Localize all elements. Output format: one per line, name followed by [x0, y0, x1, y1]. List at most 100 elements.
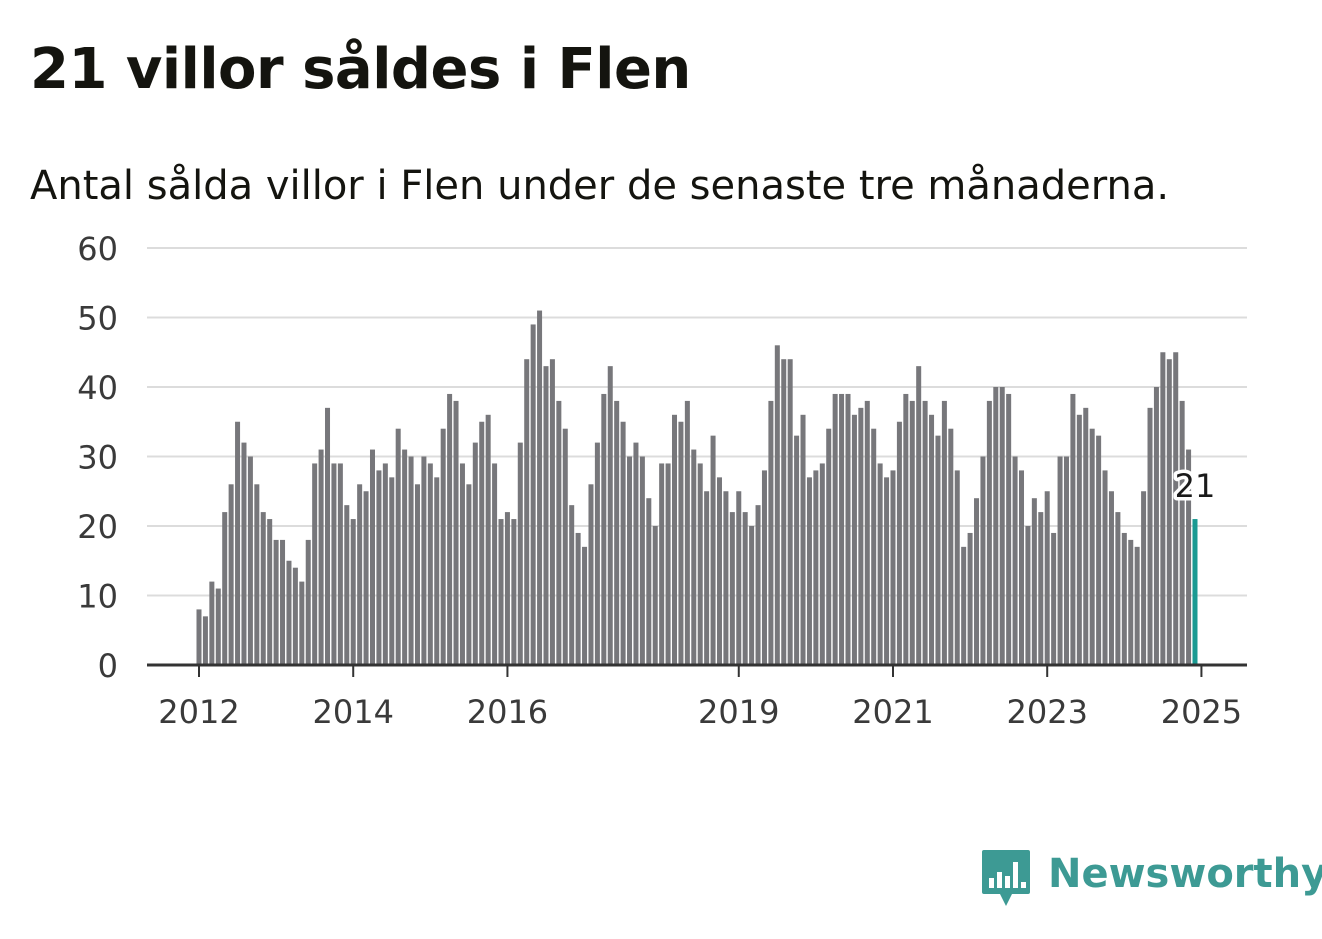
bar [749, 526, 755, 665]
bar [247, 456, 253, 665]
bar [421, 456, 427, 665]
highlighted-bar [1192, 519, 1198, 665]
y-tick-label: 20 [77, 508, 118, 546]
bar [357, 484, 363, 665]
bar [633, 442, 639, 665]
bar [1115, 512, 1121, 665]
bar [344, 505, 350, 665]
bar [537, 310, 543, 665]
bar [1134, 546, 1140, 665]
bar [1076, 414, 1082, 665]
x-tick-label: 2012 [158, 693, 239, 731]
bar [941, 400, 947, 665]
x-tick-label: 2016 [467, 693, 548, 731]
bar [999, 387, 1005, 665]
bar [794, 435, 800, 665]
bar [1089, 428, 1095, 665]
bar [896, 421, 902, 665]
bar [414, 484, 420, 665]
bar [241, 442, 247, 665]
bar [594, 442, 600, 665]
bar [369, 449, 375, 665]
bar [684, 400, 690, 665]
bar [1128, 539, 1134, 665]
bar [472, 442, 478, 665]
bar [1108, 491, 1114, 665]
bar [1025, 526, 1031, 665]
bar [427, 463, 433, 665]
bar [729, 512, 735, 665]
bar [1160, 352, 1166, 665]
bar [922, 400, 928, 665]
bar [524, 359, 530, 665]
bar [851, 414, 857, 665]
bar [620, 421, 626, 665]
bar [652, 526, 658, 665]
bar [672, 414, 678, 665]
bar [627, 456, 633, 665]
bars [196, 310, 1198, 665]
bar [466, 484, 472, 665]
bar [1006, 393, 1012, 665]
bar [1096, 435, 1102, 665]
bar [402, 449, 408, 665]
bar [864, 400, 870, 665]
bar [209, 581, 215, 665]
chart-subtitle: Antal sålda villor i Flen under de senas… [30, 163, 1170, 209]
bar [1179, 400, 1185, 665]
bar [806, 477, 812, 665]
bar [736, 491, 742, 665]
bar [839, 393, 845, 665]
y-tick-label: 50 [77, 300, 118, 338]
bar [549, 359, 555, 665]
bar [1051, 532, 1057, 665]
axes [147, 663, 1247, 677]
labels: 0 10 20 30 40 50 60 2012 2014 2016 2019 2021 2023 202… [77, 230, 1242, 731]
bar [575, 532, 581, 665]
bar [723, 491, 729, 665]
bar [665, 463, 671, 665]
bar [337, 463, 343, 665]
bar [485, 414, 491, 665]
y-tick-label: 10 [77, 578, 118, 616]
bar [954, 470, 960, 665]
bar [395, 428, 401, 665]
bar [871, 428, 877, 665]
bar [646, 498, 652, 665]
bar [890, 470, 896, 665]
y-tick-label: 30 [77, 439, 118, 477]
bar [691, 449, 697, 665]
highlight-value-label: 21 [1175, 467, 1216, 505]
brand-name: Newsworthy [1048, 851, 1322, 897]
y-tick-label: 0 [98, 647, 118, 685]
bar [492, 463, 498, 665]
bar [447, 393, 453, 665]
bar [659, 463, 665, 665]
bar [601, 393, 607, 665]
chart-title: 21 villor såldes i Flen [30, 37, 691, 102]
bar [961, 546, 967, 665]
bar [582, 546, 588, 665]
bar [562, 428, 568, 665]
bar [1147, 407, 1153, 665]
x-tick-label: 2021 [852, 693, 933, 731]
bar [479, 421, 485, 665]
bar [588, 484, 594, 665]
bar [826, 428, 832, 665]
bar [453, 400, 459, 665]
bar [781, 359, 787, 665]
bar [511, 519, 517, 665]
bar [305, 539, 311, 665]
bar [916, 366, 922, 665]
x-tick-label: 2023 [1006, 693, 1087, 731]
bar [273, 539, 279, 665]
bar [440, 428, 446, 665]
bar [768, 400, 774, 665]
bar [222, 512, 228, 665]
bar [704, 491, 710, 665]
bar [228, 484, 234, 665]
bar [530, 324, 536, 665]
bar [382, 463, 388, 665]
bar [877, 463, 883, 665]
bar [716, 477, 722, 665]
